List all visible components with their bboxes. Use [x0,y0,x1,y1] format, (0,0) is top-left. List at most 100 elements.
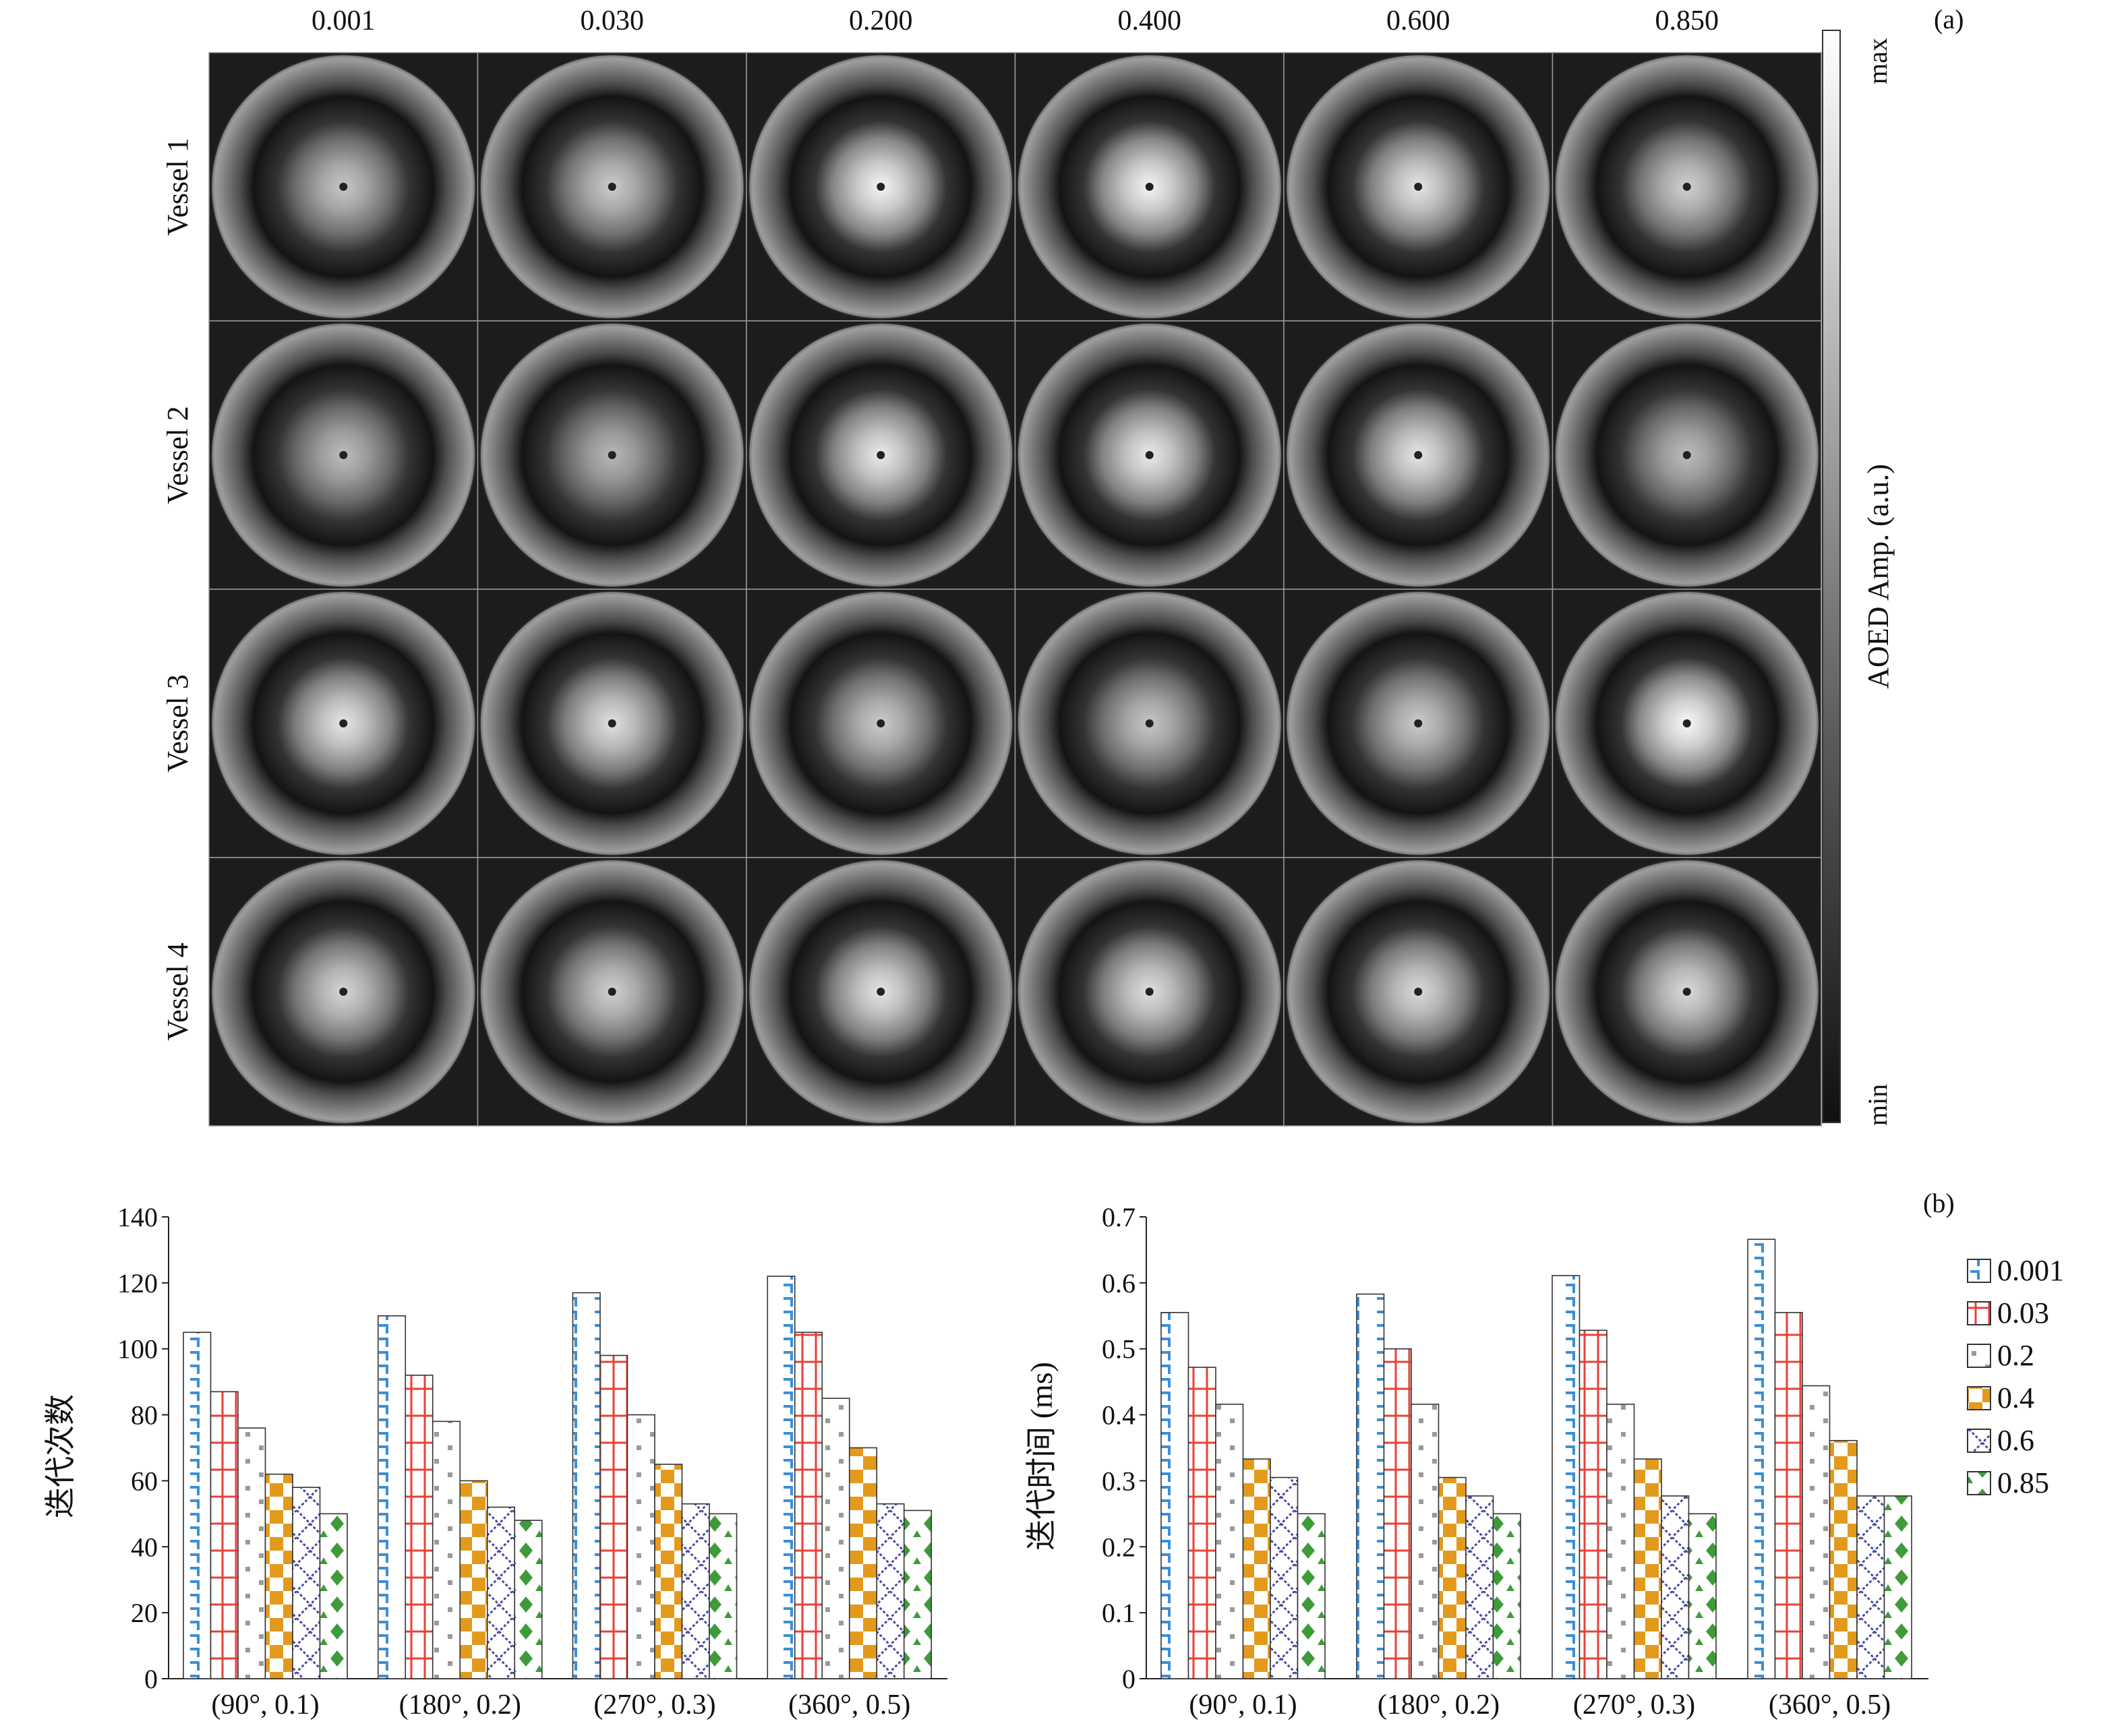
vessel-image [1283,52,1554,322]
y-tick-label: 0.4 [1102,1400,1135,1431]
chart-iterations-ylabel: 迭代次数 [43,1394,78,1518]
bar [1606,1404,1635,1679]
colorbar-min-label: min [1862,1084,1893,1126]
legend-item: 0.001 [1967,1254,2064,1287]
vessel-image [1552,52,1822,322]
vessel-image [1552,320,1822,590]
bar [1270,1476,1299,1679]
bar [1465,1495,1494,1679]
bar [432,1420,461,1679]
bar [1356,1293,1385,1679]
column-label: 0.200 [849,5,913,36]
bar [486,1506,516,1679]
column-label: 0.850 [1655,5,1719,36]
image-grid [208,52,1822,1127]
bar [1856,1495,1885,1679]
bar [1774,1312,1803,1679]
y-tick-label: 20 [131,1598,158,1628]
bar [654,1464,683,1679]
legend-item: 0.6 [1967,1424,2034,1457]
y-tick-label: 0.6 [1102,1268,1135,1298]
vessel-image [477,52,747,322]
y-tick-label: 140 [117,1202,158,1232]
legend-label: 0.6 [1997,1424,2034,1457]
y-tick-label: 0.7 [1102,1202,1135,1232]
legend-item: 0.85 [1967,1466,2049,1499]
y-tick-label: 80 [131,1400,158,1431]
column-label: 0.030 [581,5,645,36]
vessel-image [477,589,747,858]
row-label: Vessel 2 [161,406,194,504]
x-tick-label: (180°, 0.2) [399,1689,521,1720]
bar [681,1503,710,1679]
vessel-image [1014,589,1285,858]
vessel-image [1014,320,1285,590]
x-tick-label: (90°, 0.1) [1189,1689,1297,1720]
x-tick-label: (270°, 0.3) [1573,1689,1695,1720]
vessel-image [208,589,479,858]
colorbar-max-label: max [1862,38,1893,84]
bar [848,1447,878,1679]
vessel-image [1014,857,1285,1127]
x-tick-label: (90°, 0.1) [211,1689,319,1720]
legend-item: 0.4 [1967,1381,2034,1414]
colorbar-gradient [1822,30,1841,1123]
bar [1883,1495,1912,1679]
bar [1492,1513,1521,1679]
bar [767,1276,796,1679]
panel-a-label: (a) [1934,4,1964,34]
legend-item: 0.2 [1967,1339,2034,1372]
bar [1747,1238,1776,1679]
bar [1552,1275,1581,1679]
bar [1242,1458,1271,1679]
y-tick-label: 40 [131,1532,158,1562]
legend-swatch [1967,1386,1991,1410]
legend-swatch [1967,1471,1991,1495]
y-tick-label: 0 [1122,1664,1135,1694]
vessel-image [477,857,747,1127]
x-tick-label: (360°, 0.5) [1769,1689,1891,1720]
bar [292,1487,321,1679]
bar [1802,1385,1831,1679]
bar [876,1503,905,1679]
row-labels: Vessel 1 Vessel 2 Vessel 3 Vessel 4 [161,138,194,1040]
row-label: Vessel 3 [161,674,194,772]
vessel-image [208,52,479,322]
vessel-image [1283,320,1554,590]
bar [377,1315,407,1679]
bar [1383,1348,1412,1679]
chart-time-ylabel: 迭代时间 (ms) [1024,1362,1059,1551]
legend-swatch [1967,1259,1991,1283]
vessel-image [208,857,479,1127]
vessel-image [208,320,479,590]
vessel-image [1014,52,1285,322]
bar [821,1398,850,1679]
x-tick-label: (270°, 0.3) [593,1689,715,1720]
vessel-image [1283,857,1554,1127]
bar [183,1331,212,1679]
panel-b-label: (b) [1923,1188,1955,1218]
colorbar: max AOED Amp. (a.u.) min [1822,30,1895,1126]
y-tick-label: 0 [144,1664,158,1694]
bar [1160,1312,1189,1679]
legend-label: 0.4 [1997,1381,2034,1414]
y-tick-label: 0.1 [1102,1598,1135,1628]
y-tick-label: 0.2 [1102,1532,1135,1562]
colorbar-title: AOED Amp. (a.u.) [1862,464,1895,689]
bar [794,1331,823,1679]
legend-swatch [1967,1301,1991,1325]
legend-label: 0.2 [1997,1339,2034,1372]
chart-iterations: 迭代次数 0 20 40 60 80 100 120 140 (90°, 0.1) (180°, … [43,1202,947,1720]
legend: 0.001 0.03 0.2 0.4 0.6 0.85 [1967,1254,2064,1499]
legend-label: 0.85 [1997,1466,2049,1499]
x-tick-label: (180°, 0.2) [1378,1689,1500,1720]
legend-label: 0.001 [1997,1254,2064,1287]
bar [709,1513,738,1679]
vessel-image [746,320,1016,590]
vessel-image [1552,857,1822,1127]
row-label: Vessel 1 [161,138,194,235]
bar [459,1480,488,1679]
column-label: 0.400 [1118,5,1182,36]
